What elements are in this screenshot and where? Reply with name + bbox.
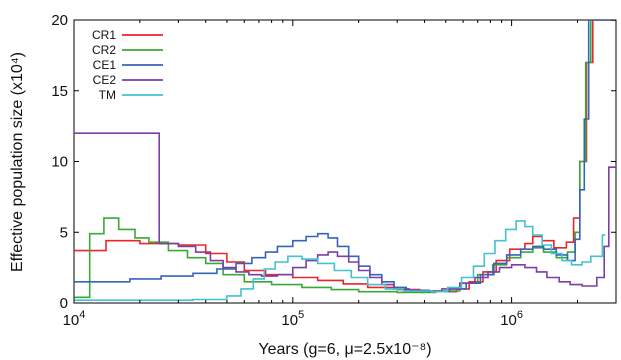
- legend-label-ce2: CE2: [93, 73, 117, 87]
- x-tick-label: 104: [63, 309, 86, 329]
- y-tick-label: 10: [51, 154, 68, 171]
- series-layer: [74, 20, 616, 302]
- legend-label-tm: TM: [99, 88, 116, 102]
- x-tick-label: 105: [281, 309, 304, 329]
- series-line-tm: [74, 220, 606, 302]
- series-line-cr1: [74, 20, 616, 293]
- y-tick-label: 0: [60, 295, 68, 312]
- axis-layer: 0 5 10 15 20 104 105 106: [51, 12, 617, 329]
- series-line-ce2: [74, 132, 616, 292]
- series-line-ce1: [74, 20, 616, 293]
- x-tick-label: 106: [500, 309, 523, 329]
- x-axis-title: Years (g=6, μ=2.5x10⁻⁸): [258, 341, 431, 358]
- legend-label-cr1: CR1: [92, 28, 116, 42]
- plot-area: [73, 19, 617, 304]
- y-axis-title: Effective population size (x10⁴): [9, 52, 26, 272]
- y-tick-label: 15: [51, 83, 68, 100]
- legend-label-cr2: CR2: [92, 43, 116, 57]
- legend-label-ce1: CE1: [93, 58, 117, 72]
- y-tick-label: 5: [60, 224, 68, 241]
- y-tick-label: 20: [51, 12, 68, 29]
